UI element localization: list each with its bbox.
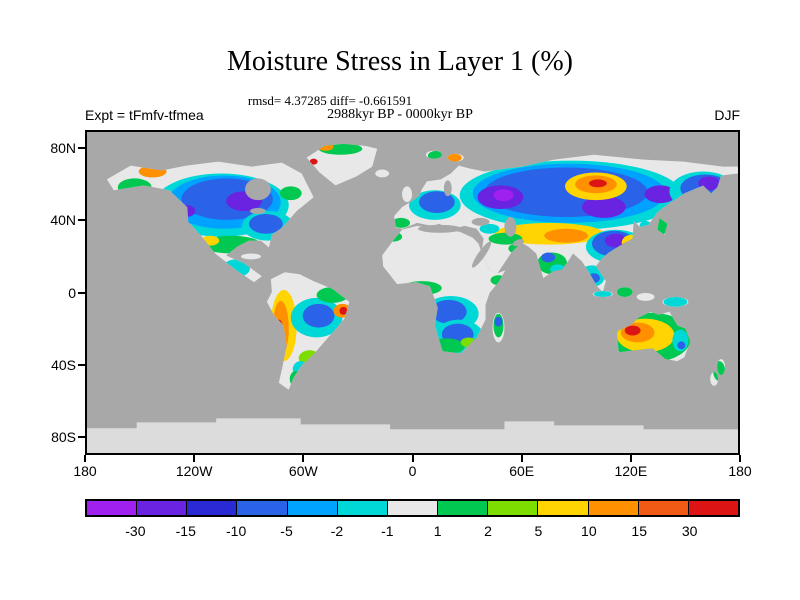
stats-line: rmsd= 4.37285 diff= -0.661591 bbox=[247, 93, 413, 108]
y-axis-tick-mark bbox=[78, 291, 85, 294]
colorbar-cell bbox=[386, 501, 438, 515]
colorbar-tick-label: -15 bbox=[175, 523, 196, 539]
colorbar-tick-label: -1 bbox=[381, 523, 394, 539]
colorbar-tick-label: 2 bbox=[484, 523, 492, 539]
x-axis-tick-mark bbox=[520, 455, 523, 462]
colorbar-tick-label: -30 bbox=[125, 523, 146, 539]
colorbar-cell bbox=[437, 501, 488, 515]
x-axis-tick-mark bbox=[739, 455, 741, 462]
x-axis-tick-mark bbox=[629, 455, 632, 462]
colorbar-cell bbox=[487, 501, 538, 515]
colorbar-tick-label: -2 bbox=[330, 523, 344, 539]
y-axis-tick-label: 0 bbox=[68, 284, 76, 301]
x-axis-tick-label: 0 bbox=[408, 463, 417, 479]
x-axis-tick-mark bbox=[411, 455, 414, 462]
colorbar-cell bbox=[136, 501, 187, 515]
world-map-frame bbox=[85, 130, 740, 455]
colorbar-cell bbox=[336, 501, 387, 515]
colorbar-cell bbox=[687, 501, 739, 515]
y-axis-tick-label: 40N bbox=[50, 212, 76, 229]
world-map-image bbox=[87, 132, 738, 453]
colorbar-cell bbox=[236, 501, 287, 515]
colorbar-cell bbox=[587, 501, 638, 515]
y-axis-tick-mark bbox=[78, 219, 85, 222]
x-axis-tick-mark bbox=[193, 455, 196, 462]
x-axis-tick-label: 120E bbox=[614, 463, 648, 479]
x-axis-tick-label: 60E bbox=[509, 463, 535, 479]
y-axis-tick-label: 40S bbox=[51, 356, 76, 373]
colorbar-cell bbox=[186, 501, 237, 515]
experiment-label: Expt = tFmfv-tfmea bbox=[85, 107, 204, 123]
colorbar-tick-label: 1 bbox=[433, 523, 442, 539]
colorbar-tick-label: -5 bbox=[280, 523, 293, 539]
colorbar-tick-label: 5 bbox=[534, 523, 543, 539]
x-axis-tick-label: 60W bbox=[288, 463, 318, 479]
x-axis-tick-mark bbox=[84, 455, 86, 462]
y-axis-tick-mark bbox=[78, 363, 85, 366]
period-line: 2988kyr BP - 0000kyr BP bbox=[327, 107, 473, 122]
colorbar bbox=[85, 499, 740, 517]
colorbar-tick-label: 30 bbox=[681, 523, 698, 539]
x-axis-tick-label: 180 bbox=[73, 463, 97, 479]
x-axis-tick-mark bbox=[302, 455, 305, 462]
y-axis-tick-label: 80N bbox=[50, 140, 76, 157]
x-axis-tick-label: 120W bbox=[175, 463, 213, 479]
colorbar-cell bbox=[286, 501, 337, 515]
y-axis-tick-mark bbox=[78, 147, 85, 150]
plot-title: Moisture Stress in Layer 1 (%) bbox=[226, 46, 574, 77]
season-label: DJF bbox=[714, 107, 740, 123]
colorbar-cell bbox=[87, 501, 137, 515]
colorbar-tick-label: -10 bbox=[226, 523, 247, 539]
colorbar-tick-label: 15 bbox=[631, 523, 647, 539]
colorbar-tick-label: 10 bbox=[581, 523, 597, 539]
x-axis-tick-label: 180 bbox=[728, 463, 752, 479]
colorbar-cell bbox=[537, 501, 588, 515]
y-axis-tick-mark bbox=[78, 435, 85, 438]
y-axis-tick-label: 80S bbox=[51, 428, 76, 445]
colorbar-cell bbox=[637, 501, 688, 515]
